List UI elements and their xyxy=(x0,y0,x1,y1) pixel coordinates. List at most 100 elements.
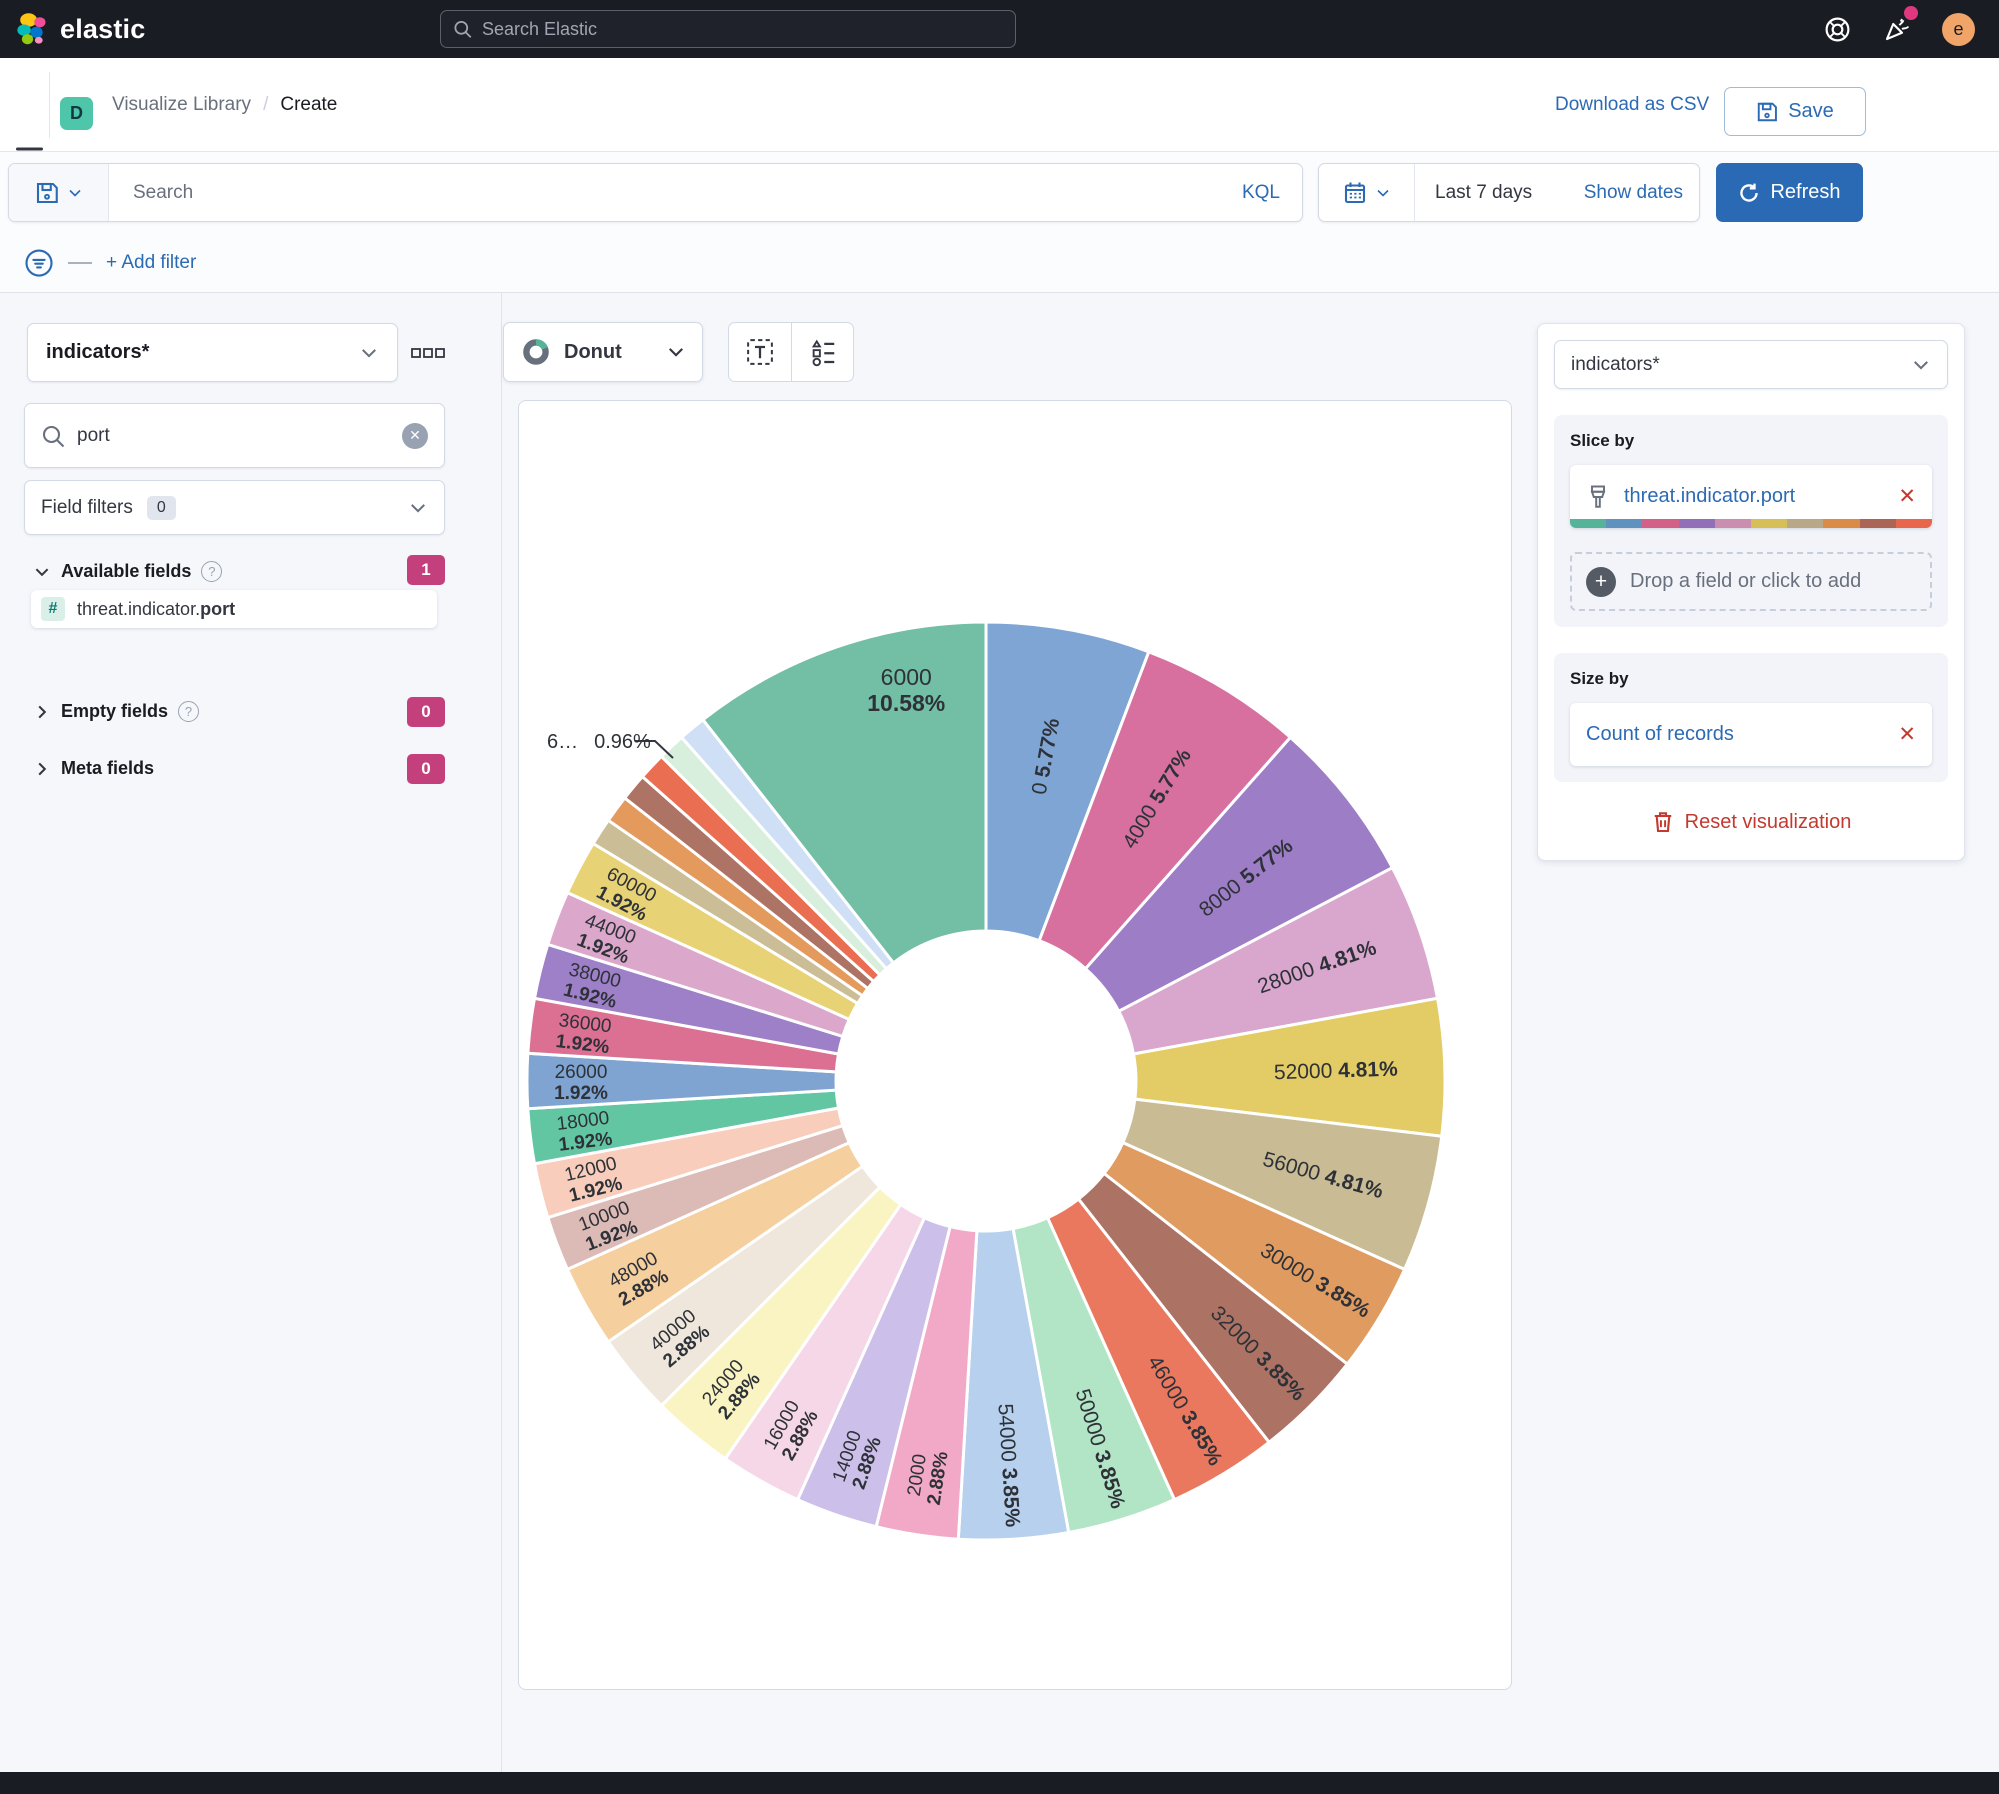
size-by-group: Size by Count of records ✕ xyxy=(1554,653,1948,782)
global-header: elastic e xyxy=(0,0,1999,58)
refresh-icon xyxy=(1740,183,1759,202)
elastic-logo-icon xyxy=(17,13,46,45)
field-list-options-button[interactable] xyxy=(408,337,448,369)
palette-color xyxy=(1751,519,1788,528)
save-icon xyxy=(1757,102,1778,121)
elastic-logo[interactable]: elastic xyxy=(14,11,145,47)
slice-label-6000: 6000 10.58% xyxy=(867,664,945,716)
labels-settings-button[interactable] xyxy=(728,322,791,382)
empty-fields-header[interactable]: Empty fields ? xyxy=(33,701,200,722)
brand-name: elastic xyxy=(60,13,146,44)
news-feed-button[interactable] xyxy=(1882,6,1918,44)
app-badge[interactable]: D xyxy=(60,97,93,130)
help-icon[interactable]: ? xyxy=(201,561,223,582)
size-by-dimension[interactable]: Count of records ✕ xyxy=(1570,703,1932,766)
visualization-panel: 0 5.77% 4000 5.77% 8000 5.77% 28000 4.81% 52… xyxy=(518,400,1512,1690)
slice-by-label: Slice by xyxy=(1570,431,1635,450)
breadcrumb-create: Create xyxy=(280,94,338,115)
trash-icon xyxy=(1654,812,1671,833)
field-filters-toggle[interactable]: Field filters 0 xyxy=(24,480,445,535)
remove-dimension-icon[interactable]: ✕ xyxy=(1898,485,1916,508)
remove-dimension-icon[interactable]: ✕ xyxy=(1898,723,1916,746)
date-quick-menu-button[interactable] xyxy=(1319,164,1415,221)
leader-line xyxy=(635,740,674,759)
slice-by-dimension[interactable]: threat.indicator.port ✕ xyxy=(1570,465,1932,528)
kql-search-input[interactable] xyxy=(109,181,1220,204)
palette-color xyxy=(1570,519,1607,528)
kql-syntax-button[interactable]: KQL xyxy=(1241,181,1280,203)
global-search-input[interactable] xyxy=(481,18,1003,40)
notification-dot xyxy=(1904,6,1918,20)
plus-circle-icon: + xyxy=(1586,566,1616,597)
available-fields-count: 1 xyxy=(407,555,445,585)
palette-color xyxy=(1895,519,1932,528)
chevron-down-icon xyxy=(668,348,684,357)
layer-config-panel: indicators* Slice by threat.indicator.po… xyxy=(1537,323,1965,861)
slice-label-18000: 180001.92% xyxy=(555,1108,614,1156)
data-view-select[interactable]: indicators* xyxy=(27,323,398,382)
meta-fields-header[interactable]: Meta fields xyxy=(33,758,154,779)
breadcrumb-bar: D Visualize Library / Create Download as… xyxy=(0,58,1999,169)
palette-color xyxy=(1606,519,1643,528)
chevron-down-icon xyxy=(362,348,376,358)
palette-color xyxy=(1642,519,1679,528)
drop-field-zone[interactable]: + Drop a field or click to add xyxy=(1570,552,1932,611)
add-filter-button[interactable]: + Add filter xyxy=(106,252,197,273)
saved-query-menu-button[interactable] xyxy=(9,164,109,221)
download-csv-link[interactable]: Download as CSV xyxy=(1555,94,1710,115)
layer-data-view-select[interactable]: indicators* xyxy=(1554,340,1948,389)
global-search[interactable] xyxy=(440,10,1016,48)
donut-chart: 0 5.77%4000 5.77%8000 5.77%28000 4.81%52… xyxy=(525,620,1447,1542)
chevron-right-icon xyxy=(38,762,47,775)
palette-preview xyxy=(1570,519,1932,528)
breadcrumb: Visualize Library / Create xyxy=(112,94,338,115)
bottom-bar xyxy=(0,1772,1999,1794)
palette-color xyxy=(1859,519,1896,528)
chart-type-selector[interactable]: Donut xyxy=(503,322,703,382)
avatar[interactable]: e xyxy=(1942,12,1975,46)
palette-color xyxy=(1787,519,1824,528)
calendar-icon xyxy=(1344,182,1365,203)
field-search-input[interactable] xyxy=(77,424,390,447)
boxes-horizontal-icon xyxy=(411,348,445,358)
main-area: indicators* ✕ Field filters 0 xyxy=(0,293,1999,1772)
help-icon[interactable] xyxy=(1823,15,1852,44)
date-picker: Last 7 days Show dates xyxy=(1318,163,1700,222)
palette-color xyxy=(1823,519,1860,528)
reset-visualization-button[interactable]: Reset visualization xyxy=(1554,810,1948,834)
field-search-box: ✕ xyxy=(24,403,445,468)
external-slice-label: 6… 0.96% xyxy=(547,731,651,753)
slice-label-54000: 54000 3.85% xyxy=(993,1403,1024,1528)
saved-query-icon xyxy=(36,182,58,203)
legend-icon xyxy=(811,339,834,367)
text-labels-icon xyxy=(747,339,773,365)
size-by-label: Size by xyxy=(1570,669,1629,688)
chevron-down-icon xyxy=(35,567,49,576)
legend-settings-button[interactable] xyxy=(791,322,854,382)
donut-slice-6000[interactable] xyxy=(700,620,988,966)
breadcrumb-visualize-library[interactable]: Visualize Library xyxy=(112,94,252,115)
palette-color xyxy=(1678,519,1715,528)
show-dates-button[interactable]: Show dates xyxy=(1583,181,1683,203)
filter-icon[interactable] xyxy=(24,248,54,278)
meta-fields-count: 0 xyxy=(407,754,445,784)
empty-fields-count: 0 xyxy=(407,697,445,727)
party-horn-icon xyxy=(1885,18,1910,41)
filter-drop-target xyxy=(68,262,92,264)
field-item-threat-indicator-port[interactable]: # threat.indicator.port xyxy=(31,590,437,628)
slice-label-26000: 26000 1.92% xyxy=(554,1062,608,1104)
number-field-icon: # xyxy=(41,597,65,621)
clear-search-button[interactable]: ✕ xyxy=(402,422,428,449)
query-bar-section: KQL Last 7 days Show dates Refresh + Ad xyxy=(0,152,1999,293)
slice-label-36000: 360001.92% xyxy=(554,1010,613,1058)
chevron-down-icon xyxy=(68,189,81,197)
save-button[interactable]: Save xyxy=(1724,87,1866,136)
help-icon[interactable]: ? xyxy=(178,701,200,722)
slice-by-group: Slice by threat.indicator.port ✕ + Drop … xyxy=(1554,415,1948,627)
time-range-value[interactable]: Last 7 days xyxy=(1435,181,1533,203)
chevron-down-icon xyxy=(411,503,425,513)
chevron-down-icon xyxy=(1914,360,1928,370)
field-sidebar: indicators* ✕ Field filters 0 xyxy=(0,293,502,1772)
available-fields-header[interactable]: Available fields ? xyxy=(33,561,223,582)
refresh-button[interactable]: Refresh xyxy=(1716,163,1863,222)
